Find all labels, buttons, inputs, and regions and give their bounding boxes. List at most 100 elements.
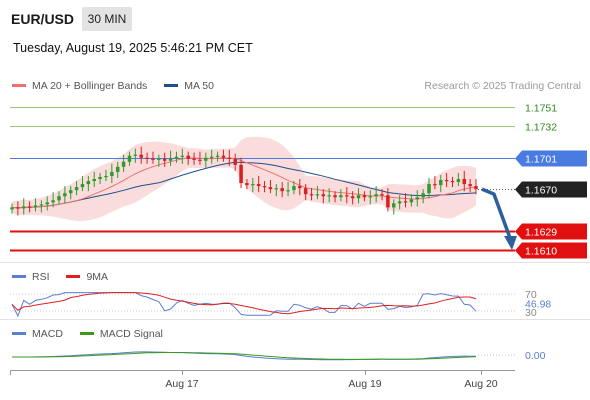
candle-body [251,184,255,186]
candle-body [303,188,308,195]
rsi-legend: RSI 9MA [12,270,122,284]
level-tag-bg-1.1701 [515,150,587,167]
candle-body [39,204,44,206]
candle-body [21,206,26,209]
macd-signal-path [12,352,477,360]
candle-body [227,157,232,159]
macd-panel: 0.00 [12,350,546,362]
candle-body [397,201,402,204]
rsi-tick-70: 70 [525,289,537,301]
candle-body [86,181,91,185]
candle-body [268,187,273,190]
candle-body [215,155,220,157]
candle-body [57,196,61,201]
candle-body [198,159,202,161]
candle-body [374,194,378,197]
ma20-swatch [12,83,26,87]
macd-swatch [12,331,26,335]
legend-rsi: RSI [12,271,50,283]
rsi-tick-30: 30 [525,307,537,319]
candle-body [174,156,179,159]
legend-macd-signal-label: MACD Signal [99,328,163,340]
candle-body [10,207,14,210]
forecast-arrow-shaft [481,187,512,239]
candle-body [127,155,132,162]
x-label-aug17: Aug 17 [165,378,198,390]
candle-body [245,183,249,186]
candle-body [168,158,173,161]
candle-body [286,190,290,192]
candle-body [321,194,326,197]
candle-body [162,158,167,161]
candle-body [274,188,279,190]
legend-ma20-label: MA 20 + Bollinger Bands [32,80,148,92]
candle-body [327,195,331,197]
candle-body [339,195,343,198]
ma20-path [11,157,477,209]
ma50-swatch [164,83,179,87]
price-levels [10,107,515,252]
ma20-line [11,157,477,209]
candlesticks [10,146,478,216]
candle-body [392,203,396,208]
candle-body [415,197,420,200]
bollinger-bands [12,136,476,221]
interval-button[interactable]: 30 MIN [82,7,132,31]
candle-body [450,181,455,183]
level-tag-bg-1.1670 [515,181,587,198]
legend-macd-signal: MACD Signal [79,328,163,340]
candle-body [16,207,20,209]
symbol-title: EUR/USD [11,11,75,27]
candle-body [315,194,320,196]
macd-signal-swatch [79,331,94,335]
candle-body [433,184,437,186]
legend-9ma-label: 9MA [86,271,109,283]
x-label-aug20: Aug 20 [464,378,497,390]
forecast-arrow-head [504,236,517,250]
candle-body [362,195,367,198]
rsi-panel: 70 30 46.98 [10,289,551,319]
credit-text: Research © 2025 Trading Central [424,80,581,92]
candle-body [333,195,337,198]
candle-body [298,186,302,189]
rsi-ma-path [11,292,477,315]
candle-body [386,195,390,208]
candle-body [92,179,96,182]
timestamp: Tuesday, August 19, 2025 5:46:21 PM CET [13,41,253,55]
rsi-swatch [12,274,26,278]
candle-body [380,194,384,196]
candle-body [33,205,38,208]
candle-body [262,186,267,188]
x-label-aug19: Aug 19 [348,378,381,390]
candle-body [145,157,149,159]
candle-body [368,196,373,198]
candle-body [104,175,108,178]
candle-body [462,179,467,185]
candle-body [356,195,361,199]
candle-body [350,196,355,199]
rsi-ma-swatch [66,274,81,278]
rsi-path [11,292,477,318]
main-legend: MA 20 + Bollinger Bands MA 50 [12,79,228,93]
candle-body [180,155,185,157]
ma50-line [11,161,477,209]
candle-body [233,158,237,165]
level-tag-bg-1.1629 [515,223,587,240]
candle-body [292,186,296,191]
macd-legend: MACD MACD Signal [12,327,177,341]
ma50-path [11,161,477,209]
legend-ma50: MA 50 [164,80,214,92]
legend-ma50-label: MA 50 [184,80,214,92]
candle-body [456,179,461,183]
candle-body [63,193,67,197]
candle-body [403,201,408,203]
candle-body [427,184,431,194]
level-tag-1.1701: 1.1701 [525,154,557,166]
candle-body [27,206,32,208]
bollinger-fill [12,136,476,221]
level-tag-1.1670: 1.1670 [525,185,557,197]
candle-body [121,161,126,167]
legend-macd-label: MACD [32,328,63,340]
legend-rsi-label: RSI [32,271,50,283]
